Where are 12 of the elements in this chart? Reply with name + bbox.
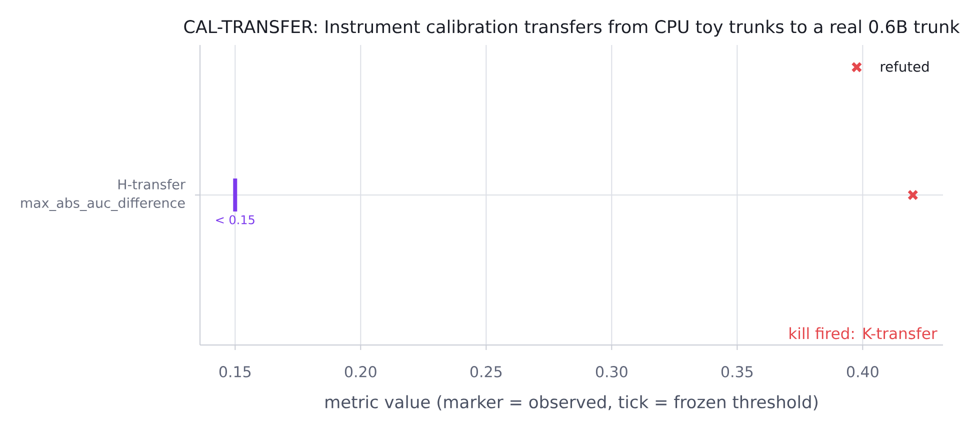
legend-label: refuted <box>880 61 929 72</box>
ref-line-label: < 0.15 <box>216 215 254 224</box>
x-tick-label: 0.20 <box>344 366 376 378</box>
chart-title: CAL-TRANSFER: Instrument calibration transfers from CPU toy trunks to a real 0.6B trunk <box>184 20 960 37</box>
x-tick-label: 0.40 <box>846 366 878 378</box>
x-tick-label: 0.25 <box>470 366 502 378</box>
x-tick-label: 0.35 <box>721 366 753 378</box>
y-tick-label: H-transfer max_abs_auc_difference <box>21 179 186 211</box>
x-axis-title: metric value (marker = observed, tick = frozen threshold) <box>326 395 818 410</box>
text: kill fired: K-transfer <box>790 327 938 340</box>
x-tick-label: 0.15 <box>219 366 251 378</box>
x-tick-label: 0.30 <box>596 366 628 378</box>
